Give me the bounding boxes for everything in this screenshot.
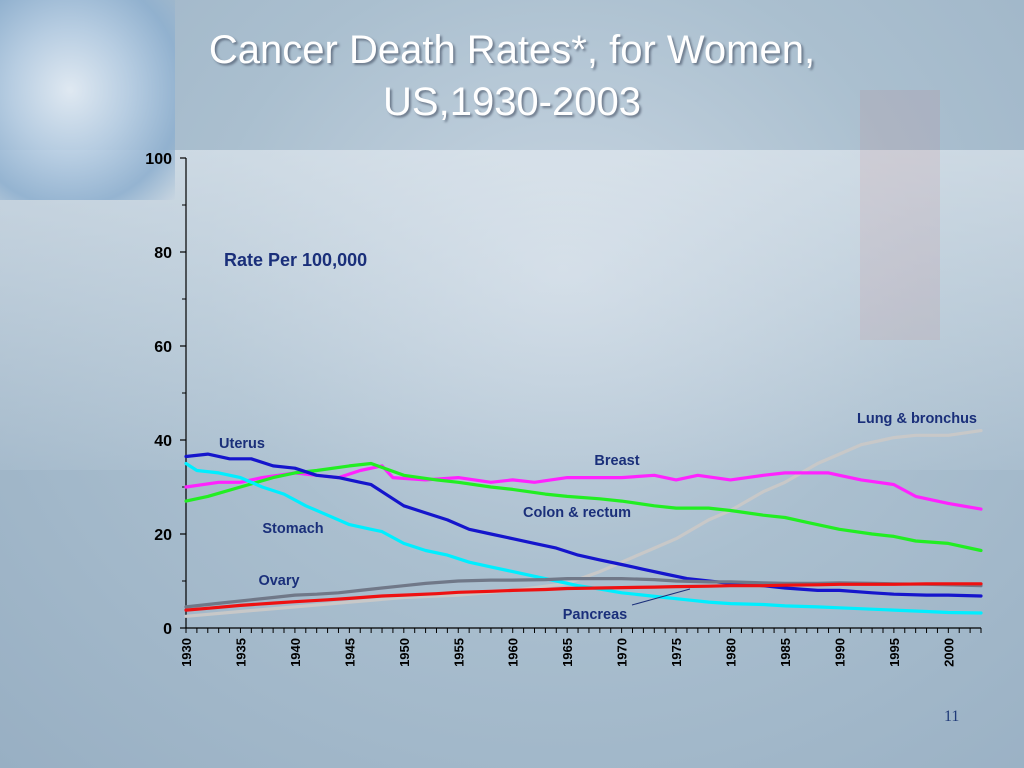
- x-tick-label: 1965: [560, 638, 575, 667]
- x-tick-label: 1945: [342, 638, 357, 667]
- y-tick-label: 0: [163, 621, 172, 638]
- y-tick-label: 40: [154, 433, 172, 450]
- y-tick-label: 20: [154, 527, 172, 544]
- y-tick-label: 100: [145, 151, 172, 168]
- x-tick-label: 1975: [669, 638, 684, 667]
- x-tick-label: 2000: [941, 638, 956, 667]
- y-tick-label: 80: [154, 245, 172, 262]
- surgeon-photo: [0, 0, 175, 200]
- x-tick-label: 1980: [724, 638, 739, 667]
- y-axis-label: Rate Per 100,000: [224, 250, 367, 270]
- x-tick-label: 1940: [288, 638, 303, 667]
- x-tick-label: 1935: [233, 638, 248, 667]
- background-band: [0, 150, 1024, 470]
- x-tick-label: 1950: [397, 638, 412, 667]
- x-tick-label: 1955: [451, 638, 466, 667]
- x-tick-label: 1985: [778, 638, 793, 667]
- series-label: Uterus: [219, 436, 265, 452]
- series-label: Breast: [594, 453, 639, 469]
- slide-title: Cancer Death Rates*, for Women, US,1930-…: [0, 24, 1024, 128]
- series-line-pancreas: [184, 582, 983, 612]
- series-label: Lung & bronchus: [857, 411, 977, 427]
- y-tick-label: 60: [154, 339, 172, 356]
- page-number: 11: [944, 708, 960, 725]
- pancreas-leader-line: [631, 588, 691, 606]
- background-decoration: [860, 90, 940, 340]
- x-tick-label: 1970: [615, 638, 630, 667]
- series-line-uterus: [184, 452, 983, 598]
- title-line-2: US,1930-2003: [383, 80, 641, 124]
- series-line-lung-bronchus: [184, 429, 983, 618]
- x-tick-label: 1990: [832, 638, 847, 667]
- series-line-colon-rectum: [184, 461, 983, 553]
- series-label: Pancreas: [563, 607, 628, 623]
- x-tick-label: 1960: [506, 638, 521, 667]
- x-tick-label: 1995: [887, 638, 902, 667]
- series-label: Stomach: [262, 521, 323, 537]
- x-tick-label: 1930: [179, 638, 194, 667]
- series-label: Ovary: [258, 573, 299, 589]
- series-label: Colon & rectum: [523, 505, 631, 521]
- title-line-1: Cancer Death Rates*, for Women,: [208, 28, 816, 72]
